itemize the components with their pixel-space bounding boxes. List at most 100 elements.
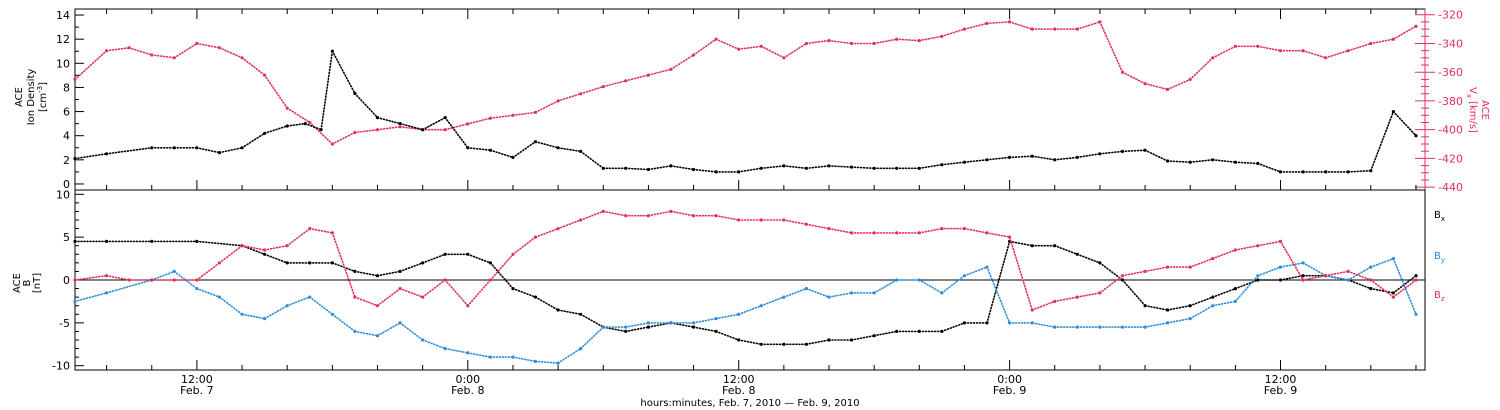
series-segment — [286, 296, 311, 307]
series-segment — [1076, 21, 1101, 30]
series-segment — [557, 347, 582, 364]
series-segment — [737, 304, 763, 316]
series-segment — [1302, 49, 1327, 59]
series-segment — [1279, 240, 1304, 281]
series-segment — [986, 232, 1011, 238]
series-segment — [421, 116, 447, 131]
series-segment — [1212, 45, 1237, 59]
series-segment — [1392, 274, 1417, 294]
series-segment — [1370, 38, 1395, 45]
series-segment — [1324, 270, 1349, 277]
series-segment — [1054, 296, 1079, 303]
series-segment — [218, 244, 243, 264]
top-left-axis: 0 2 4 6 8 10 12 14 — [56, 9, 84, 191]
series-segment — [466, 117, 492, 125]
series-segment — [304, 122, 322, 131]
series-segment — [692, 38, 717, 56]
series-segment — [105, 279, 153, 294]
series-segment — [263, 244, 289, 251]
series-segment — [376, 287, 401, 307]
series-segment — [557, 219, 582, 230]
top-panel-frame — [74, 8, 1426, 191]
series-segment — [579, 85, 605, 95]
series-segment — [963, 266, 988, 277]
series-segment — [173, 42, 198, 59]
y-tick-label-left: 12 — [56, 33, 70, 46]
y-tick-label-right: -340 — [1438, 37, 1463, 50]
series-segment — [196, 262, 221, 281]
x-tick-label-time: 12:00 — [1265, 373, 1297, 386]
top-right-axis-label: ACE Vx [km/s] — [1465, 87, 1490, 133]
series-segment — [331, 50, 356, 95]
series-segment — [1144, 322, 1169, 328]
series-segment — [1279, 274, 1304, 281]
series-segment — [737, 45, 763, 51]
series-segment — [647, 68, 672, 76]
series-segment — [466, 352, 492, 358]
series-segment — [241, 313, 266, 320]
y-tick-label-left: 6 — [63, 106, 70, 119]
series-segment — [399, 122, 424, 131]
series-segment — [421, 279, 447, 298]
series-segment — [1031, 322, 1056, 328]
series-segment — [399, 287, 424, 298]
series-segment — [647, 210, 672, 217]
series-segment — [320, 50, 334, 131]
series-segment — [308, 296, 334, 316]
y-tick-label-right: -420 — [1438, 152, 1463, 165]
series-segment — [74, 49, 108, 81]
bottom-left-label-unit: [nT] — [32, 273, 43, 293]
series-segment — [1166, 160, 1191, 163]
series-segment — [421, 253, 447, 264]
series-segment — [1144, 82, 1169, 91]
series-segment — [1054, 156, 1079, 161]
bottom-left-axis: -10 -5 0 5 10 — [52, 188, 84, 373]
series-segment — [286, 122, 307, 127]
density-unit-exp: -3 — [36, 86, 44, 93]
series-segment — [1347, 42, 1372, 52]
series-segment — [918, 35, 943, 42]
series-segment — [1392, 25, 1417, 41]
x-tick-label-date: Feb. 9 — [993, 384, 1026, 397]
series-segment — [444, 347, 469, 354]
series-segment — [534, 100, 559, 114]
series-segment — [941, 322, 966, 333]
series-segment — [1234, 244, 1259, 251]
series-segment — [331, 232, 356, 298]
density-unit-close: ] — [38, 82, 49, 86]
series-segment — [421, 339, 447, 350]
bottom-left-axis-label: ACE B [nT] — [12, 273, 43, 293]
legend-bz: Bz — [1434, 290, 1445, 303]
y-tick-label-left: 8 — [63, 81, 70, 94]
series-segment — [512, 287, 537, 298]
series-segment — [850, 334, 876, 341]
top-right-label-vx: Vx [km/s] — [1465, 87, 1478, 133]
y-tick-label-right: -320 — [1438, 9, 1463, 22]
top-right-label-ace: ACE — [1479, 100, 1490, 120]
series-segment — [399, 126, 424, 131]
series-segment — [1347, 266, 1372, 281]
series-segment — [466, 253, 492, 264]
series-segment — [1257, 162, 1282, 173]
series-segment — [1370, 257, 1395, 268]
series-segment — [308, 227, 334, 234]
series-segment — [670, 165, 695, 171]
series-segment — [218, 296, 243, 316]
series-segment — [1212, 287, 1237, 298]
legend-bz-sub: z — [1441, 295, 1445, 303]
series-segment — [1392, 279, 1417, 298]
series-segment — [715, 38, 740, 51]
series-segment — [218, 46, 243, 59]
x-tick-label-date: Feb. 8 — [451, 384, 484, 397]
series-segment — [805, 287, 830, 298]
series-segment — [444, 123, 469, 131]
series-segment — [918, 279, 943, 294]
series-segment — [1347, 169, 1372, 173]
x-tick-label-date: Feb. 7 — [180, 384, 213, 397]
series-segment — [263, 304, 289, 320]
series-segment — [1347, 279, 1372, 290]
top-right-axis: -320 -340 -360 -380 -400 -420 -440 — [1415, 9, 1463, 194]
series-segment — [1302, 262, 1327, 277]
series-segment — [1054, 244, 1079, 256]
series-segment — [286, 227, 311, 247]
